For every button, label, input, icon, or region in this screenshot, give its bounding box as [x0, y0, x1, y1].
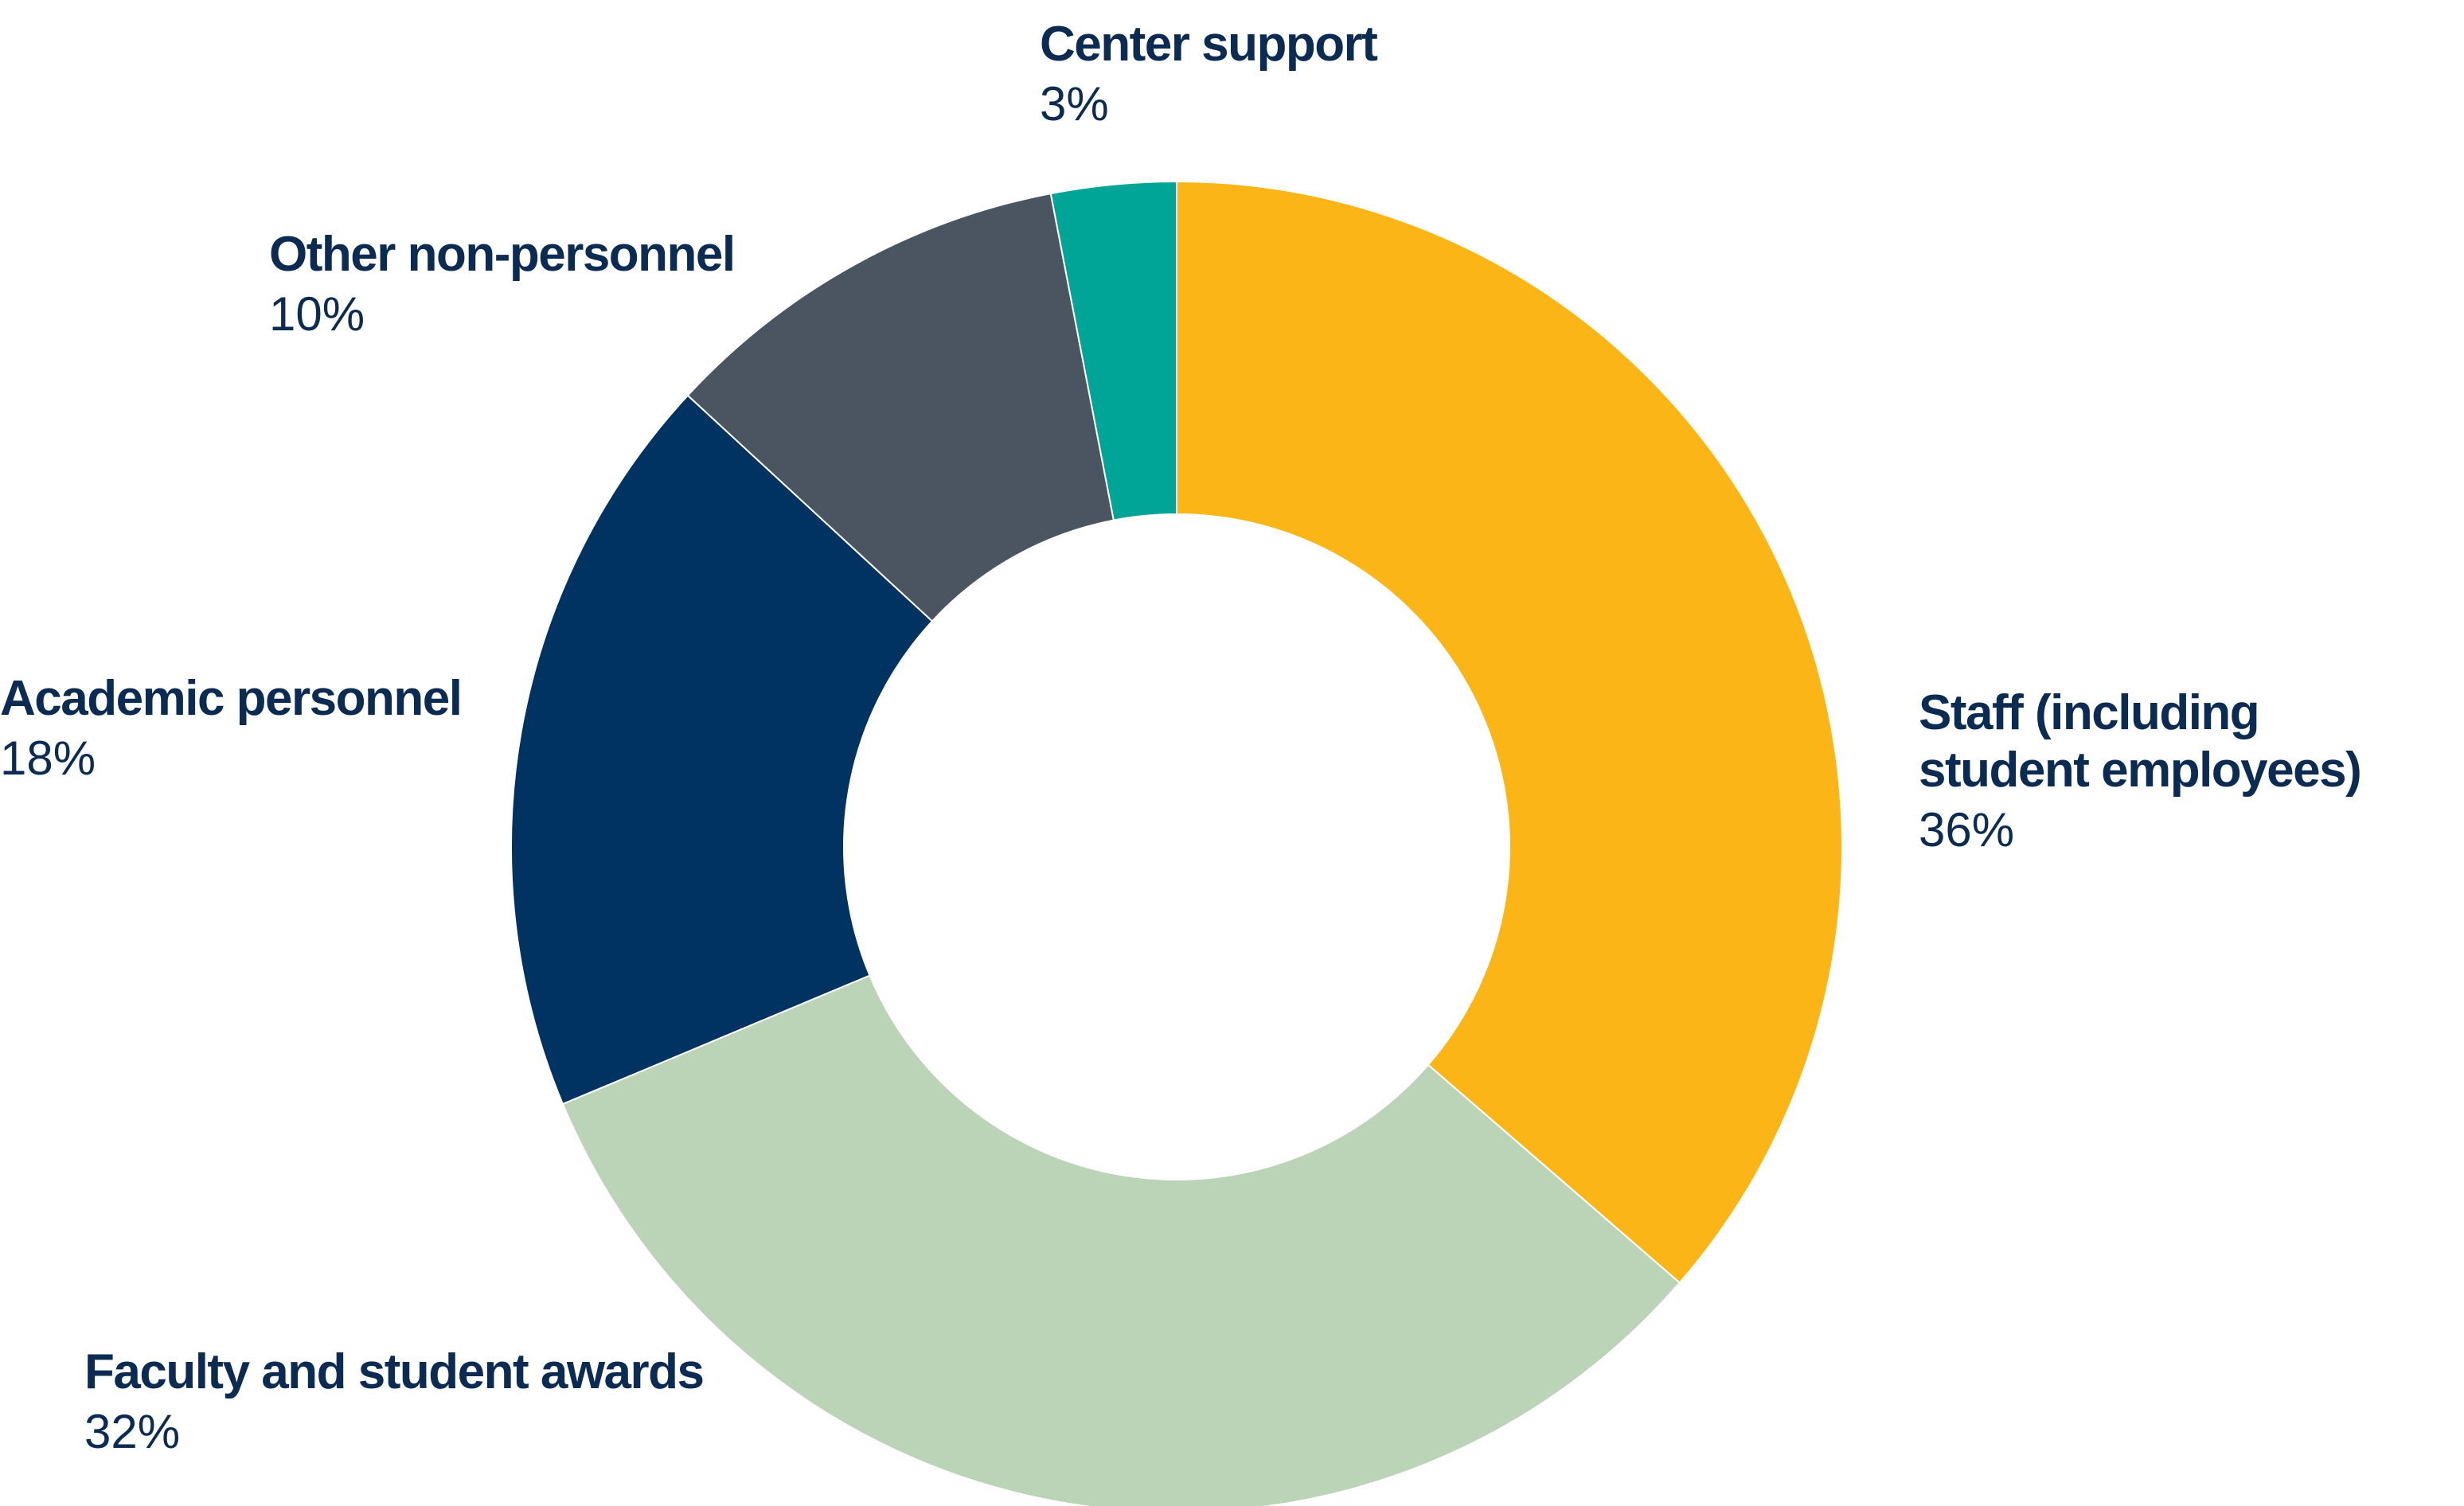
slice-value-other-non-personnel: 10% — [269, 287, 365, 341]
slice-value-center-support: 3% — [1040, 76, 1109, 131]
slice-name-staff-line-2: student employees) — [1919, 742, 2362, 798]
slice-label-staff: Staff (including student employees) 36% — [1919, 685, 2362, 857]
slice-academic-personnel — [510, 394, 934, 1106]
slice-name-faculty-awards: Faculty and student awards — [84, 1344, 705, 1399]
slice-label-other-non-personnel: Other non-personnel 10% — [269, 226, 736, 342]
slice-staff-including-student-employees — [1176, 180, 1844, 1284]
slice-name-academic-personnel: Academic personnel — [0, 671, 463, 726]
donut-slices — [510, 180, 1844, 1506]
slice-label-center-support: Center support 3% — [1040, 16, 1378, 132]
slice-value-faculty-awards: 32% — [84, 1404, 181, 1458]
slice-faculty-and-student-awards — [561, 974, 1681, 1506]
slice-other-non-personnel — [686, 192, 1115, 622]
slice-name-other-non-personnel: Other non-personnel — [269, 227, 736, 282]
slice-center-support — [1049, 180, 1177, 521]
slice-name-center-support: Center support — [1040, 17, 1378, 72]
slice-label-academic-personnel: Academic personnel 18% — [0, 670, 463, 786]
slice-value-staff: 36% — [1919, 802, 2015, 856]
slice-label-faculty-awards: Faculty and student awards 32% — [84, 1344, 705, 1460]
slice-name-staff-line-1: Staff (including — [1919, 685, 2260, 740]
slice-value-academic-personnel: 18% — [0, 731, 96, 785]
